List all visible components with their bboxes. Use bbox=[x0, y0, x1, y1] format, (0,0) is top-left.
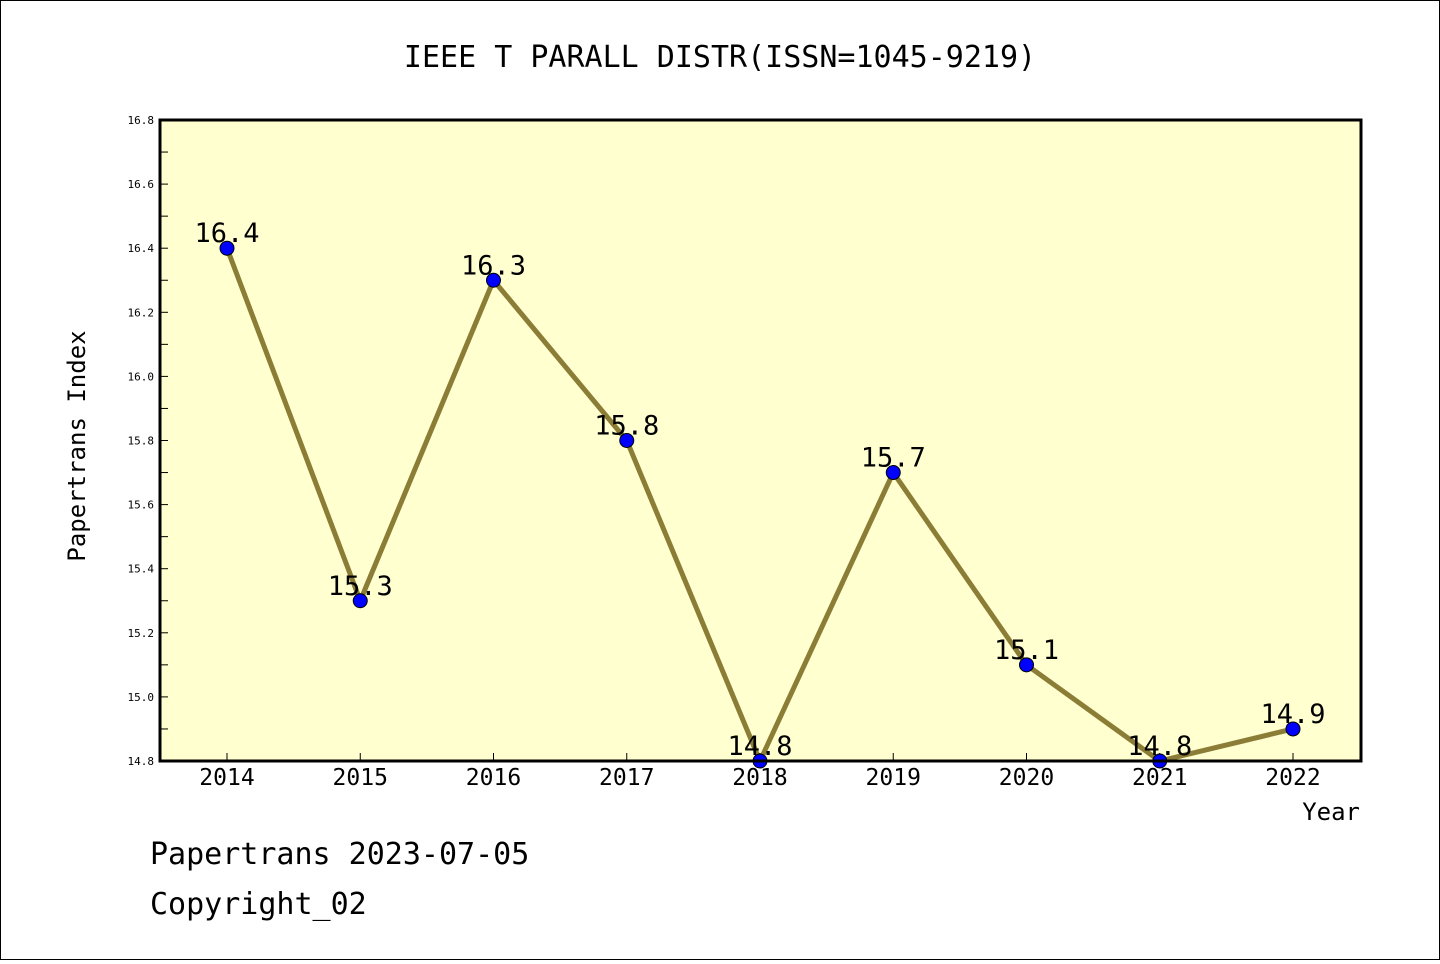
data-label: 15.7 bbox=[861, 443, 926, 474]
data-labels-group: 16.4 15.3 16.3 15.8 14.8 15.7 15.1 14.8 14.9 bbox=[194, 218, 1325, 762]
data-label: 15.1 bbox=[994, 635, 1059, 666]
y-tick-label: 16.6 bbox=[128, 178, 155, 191]
x-tick-label: 2021 bbox=[1132, 765, 1187, 791]
y-tick-label: 15.0 bbox=[128, 691, 155, 704]
x-tick-label: 2014 bbox=[199, 765, 254, 791]
x-tick-label: 2018 bbox=[732, 765, 787, 791]
x-tick-label: 2017 bbox=[599, 765, 654, 791]
y-axis-label: Papertrans Index bbox=[63, 330, 91, 561]
y-tick-label: 16.8 bbox=[128, 114, 155, 127]
plot-background bbox=[160, 120, 1361, 761]
data-point bbox=[1019, 657, 1034, 673]
x-axis: 2014 2015 2016 2017 2018 2019 2020 2021 2022 bbox=[199, 753, 1321, 791]
data-label: 14.8 bbox=[1127, 731, 1192, 762]
y-tick-label: 15.6 bbox=[128, 499, 155, 512]
x-tick-label: 2020 bbox=[999, 765, 1054, 791]
data-label: 15.3 bbox=[328, 571, 393, 602]
y-tick-label: 16.2 bbox=[128, 306, 155, 319]
data-point bbox=[619, 433, 635, 448]
data-point bbox=[885, 465, 901, 481]
data-label: 15.8 bbox=[594, 411, 659, 442]
data-point bbox=[486, 272, 501, 288]
data-label: 14.9 bbox=[1260, 699, 1325, 730]
chart-title: IEEE T PARALL DISTR(ISSN=1045-9219) bbox=[404, 40, 1036, 75]
data-point bbox=[219, 240, 235, 256]
x-tick-label: 2022 bbox=[1265, 765, 1320, 791]
data-point bbox=[1285, 721, 1301, 737]
y-tick-label: 15.4 bbox=[128, 563, 155, 576]
y-tick-label: 15.2 bbox=[128, 627, 155, 640]
data-label: 16.4 bbox=[194, 218, 259, 249]
y-tick-label: 14.8 bbox=[128, 755, 155, 768]
x-axis-label: Year bbox=[1302, 798, 1360, 826]
y-tick-label: 16.4 bbox=[128, 242, 155, 255]
footer-copyright: Copyright_02 bbox=[150, 887, 367, 922]
data-label: 14.8 bbox=[727, 731, 792, 762]
x-tick-label: 2016 bbox=[466, 765, 521, 791]
x-tick-label: 2015 bbox=[333, 765, 388, 791]
plot-frame bbox=[158, 118, 1363, 763]
x-tick-label: 2019 bbox=[866, 765, 921, 791]
y-tick-label: 16.0 bbox=[128, 370, 155, 383]
data-point bbox=[352, 593, 368, 609]
data-label: 16.3 bbox=[461, 250, 526, 281]
footer-date: Papertrans 2023-07-05 bbox=[150, 837, 529, 872]
y-tick-label: 15.8 bbox=[128, 435, 155, 448]
